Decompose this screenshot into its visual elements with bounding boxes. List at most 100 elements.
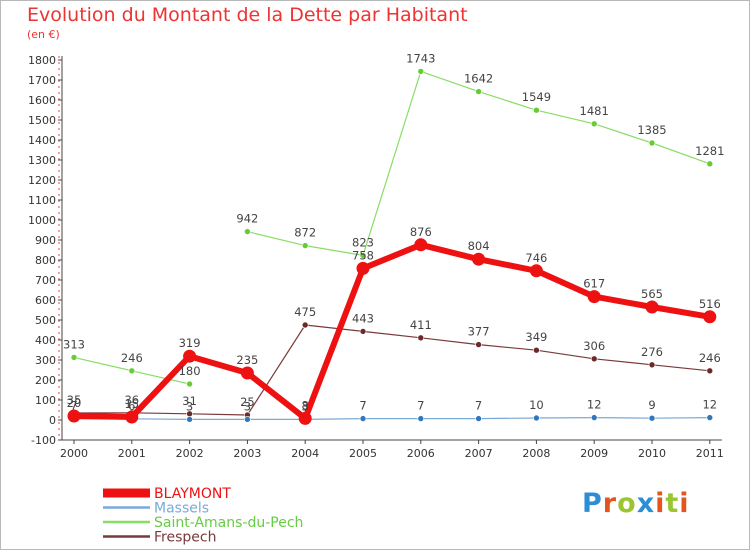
data-point — [706, 367, 714, 375]
data-point — [128, 367, 136, 375]
data-point — [475, 341, 482, 348]
data-point — [648, 139, 656, 147]
x-tick-label: 2008 — [522, 447, 550, 460]
data-point — [417, 68, 425, 75]
y-tick-label: 1400 — [28, 134, 56, 147]
data-point — [125, 410, 139, 424]
data-point — [301, 321, 309, 329]
data-label: 7 — [70, 399, 77, 413]
data-label: 25 — [240, 395, 255, 409]
data-point — [70, 354, 78, 361]
data-point — [301, 242, 309, 249]
x-tick-label: 2002 — [176, 447, 204, 460]
series-frespech — [70, 321, 714, 419]
data-point — [186, 416, 193, 423]
data-label: 804 — [468, 239, 490, 253]
data-label: 565 — [641, 287, 663, 301]
data-label: 235 — [236, 353, 258, 367]
y-tick-label: 200 — [35, 374, 56, 387]
y-tick-label: 1700 — [28, 74, 56, 87]
series-line — [73, 324, 711, 416]
data-label: 7 — [417, 399, 424, 413]
data-point — [244, 228, 251, 235]
data-label: 411 — [410, 318, 432, 332]
data-label: 617 — [583, 277, 605, 291]
data-label: 3 — [302, 399, 309, 413]
series-massels — [70, 414, 714, 423]
x-tick-label: 2007 — [465, 447, 493, 460]
data-label: 31 — [182, 394, 197, 408]
data-label: 12 — [587, 398, 602, 412]
data-point — [356, 261, 370, 275]
data-label: 9 — [648, 398, 655, 412]
data-point — [244, 416, 251, 423]
data-label: 872 — [294, 226, 316, 240]
logo-letter: i — [679, 488, 690, 519]
y-tick-label: 100 — [35, 394, 56, 407]
logo-letter: r — [602, 488, 618, 519]
data-label: 876 — [410, 225, 432, 239]
data-label: 1642 — [464, 72, 493, 86]
y-tick-label: -100 — [31, 434, 56, 447]
data-label: 246 — [121, 351, 143, 365]
y-tick-label: 700 — [35, 274, 56, 287]
data-point — [359, 415, 367, 422]
data-label: 7 — [359, 399, 366, 413]
data-point — [414, 238, 428, 252]
data-label: 942 — [236, 212, 258, 226]
data-point — [183, 349, 197, 363]
data-point — [67, 409, 81, 423]
y-tick-label: 1500 — [28, 114, 56, 127]
data-label: 443 — [352, 311, 374, 325]
data-label: 823 — [352, 235, 374, 249]
data-label: 246 — [699, 351, 721, 365]
y-tick-label: 1300 — [28, 154, 56, 167]
data-point — [240, 366, 254, 380]
data-point — [706, 160, 714, 168]
data-label: 475 — [294, 305, 316, 319]
series-line — [246, 70, 711, 256]
data-label: 377 — [468, 325, 490, 339]
series-saint-amans-du-pech — [70, 68, 714, 388]
data-label: 1743 — [406, 51, 435, 65]
data-label: 746 — [525, 251, 547, 265]
chart-title: Evolution du Montant de la Dette par Hab… — [27, 4, 468, 26]
data-point — [590, 120, 598, 128]
legend-label: Massels — [154, 501, 209, 517]
data-point — [533, 106, 540, 114]
logo-letter: t — [665, 488, 680, 519]
y-tick-label: 1100 — [28, 194, 56, 207]
data-point — [529, 264, 543, 278]
y-tick-label: 600 — [35, 294, 56, 307]
logo-letter: i — [655, 488, 666, 519]
data-point — [703, 310, 717, 324]
y-tick-label: 400 — [35, 334, 56, 347]
data-point — [590, 355, 598, 363]
x-tick-label: 2001 — [118, 447, 146, 460]
data-label: 36 — [124, 393, 139, 407]
chart-data-labels: 3132461809428728231743164215491481138512… — [63, 51, 724, 413]
data-label: 15 — [124, 397, 139, 411]
data-point — [298, 411, 312, 425]
data-point — [645, 300, 659, 314]
legend-label: Frespech — [154, 530, 216, 546]
y-tick-label: 1800 — [28, 54, 56, 67]
y-tick-label: 1000 — [28, 214, 56, 227]
data-label: 12 — [702, 398, 717, 412]
data-label: 6 — [128, 399, 135, 413]
data-label: 7 — [475, 399, 482, 413]
data-label: 313 — [63, 337, 85, 351]
logo-letter: P — [582, 488, 603, 519]
data-label: 8 — [302, 398, 309, 412]
data-label: 35 — [67, 393, 82, 407]
x-tick-label: 2011 — [696, 447, 724, 460]
data-point — [417, 334, 425, 342]
chart-axes: -100 0 100 200 300 400 500 600 700 800 900 1000 1100… — [28, 54, 724, 460]
y-tick-label: 800 — [35, 254, 56, 267]
data-label: 516 — [699, 297, 721, 311]
series-line — [71, 241, 713, 422]
series-blaymont — [67, 238, 717, 425]
x-tick-label: 2009 — [580, 447, 608, 460]
